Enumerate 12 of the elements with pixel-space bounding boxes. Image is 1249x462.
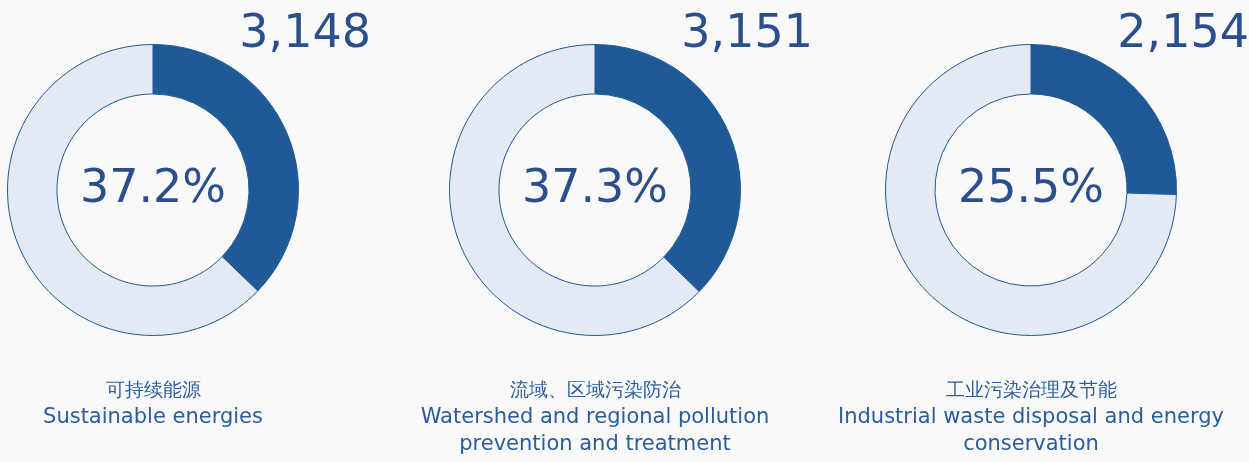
text: 3,151: [680, 4, 813, 58]
text: 工业污染治理及节能: [944, 377, 1118, 402]
text: 可持续能源: [104, 377, 202, 402]
text: Industrial waste disposal and energy conservation: [837, 403, 1225, 457]
text: Sustainable energies: [42, 403, 264, 430]
text: 3,148: [238, 4, 371, 58]
data-label: 37.3%: [521, 158, 669, 213]
data-label: 25.5%: [957, 158, 1105, 213]
text: Watershed and regional pollution prevention and treatment: [419, 403, 771, 457]
data-label: 37.2%: [79, 158, 227, 213]
text: 流域、区域污染防治: [508, 377, 682, 402]
text: 2,154: [1116, 4, 1249, 58]
